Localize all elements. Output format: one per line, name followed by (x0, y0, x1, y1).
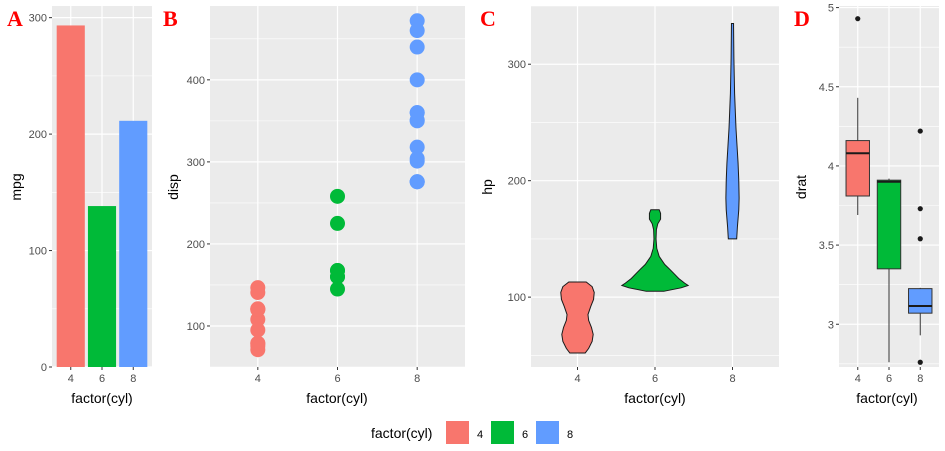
outlier-cyl-8 (917, 206, 923, 212)
x-tick-label: 6 (652, 373, 658, 385)
panel-c: 100 200 300 4 6 8 factor(cyl) hp (479, 5, 779, 406)
x-tick-label: 8 (130, 373, 136, 385)
panel-c-axes: 100 200 300 4 6 8 (508, 59, 736, 385)
x-tick-label: 8 (729, 373, 735, 385)
panel-d-boxes (845, 16, 933, 365)
legend-label-4: 4 (477, 429, 483, 441)
panel-c-xlabel: factor(cyl) (624, 390, 685, 406)
outlier-cyl-8 (917, 359, 923, 365)
legend-label-8: 8 (567, 429, 573, 441)
legend-items: 4 6 8 (446, 421, 573, 444)
x-tick-label: 4 (255, 373, 261, 385)
point-cyl-8 (409, 112, 425, 128)
panel-b-axes: 100 200 300 400 4 6 8 (187, 75, 421, 385)
point-cyl-6 (330, 281, 345, 297)
y-tick-label: 3 (828, 319, 834, 331)
point-cyl-8 (409, 39, 425, 55)
x-tick-label: 8 (917, 373, 923, 385)
point-cyl-4 (250, 322, 266, 338)
panel-label-d: D (794, 6, 810, 31)
x-tick-label: 4 (68, 373, 74, 385)
violin-cyl-8 (725, 22, 740, 240)
point-cyl-4 (250, 301, 266, 317)
box-cyl-4 (845, 140, 870, 197)
x-tick-label: 6 (334, 373, 340, 385)
legend-key-8 (536, 421, 559, 444)
panel-a-ylabel: mpg (8, 173, 24, 200)
y-tick-label: 5 (828, 3, 834, 15)
bar-cyl-8 (119, 120, 148, 367)
point-cyl-8 (409, 72, 425, 88)
point-cyl-6 (330, 188, 345, 204)
panel-c-ylabel: hp (479, 179, 495, 195)
x-tick-label: 4 (574, 373, 580, 385)
y-tick-label: 300 (29, 13, 47, 25)
y-tick-label: 0 (41, 362, 47, 374)
legend-key-6 (491, 421, 514, 444)
y-tick-label: 100 (29, 246, 47, 258)
legend-title: factor(cyl) (371, 425, 432, 441)
panel-d-ylabel: drat (793, 175, 809, 199)
panel-a: 0 100 200 300 4 6 8 factor(cyl) mpg (8, 6, 152, 406)
box-cyl-8 (908, 288, 933, 314)
point-cyl-4 (250, 285, 266, 301)
bar-cyl-4 (56, 25, 85, 368)
point-cyl-8 (409, 139, 425, 155)
panel-b-ylabel: disp (165, 174, 181, 200)
panel-label-b: B (163, 6, 178, 31)
panel-b: 100 200 300 400 4 6 8 factor(cyl) disp (165, 6, 465, 406)
panel-d-axes: 3 3.5 4 4.5 5 4 6 8 (819, 3, 924, 385)
y-tick-label: 200 (187, 239, 205, 251)
y-tick-label: 3.5 (819, 240, 834, 252)
x-tick-label: 6 (99, 373, 105, 385)
panel-b-points (250, 13, 425, 358)
outlier-cyl-8 (917, 236, 923, 242)
x-tick-label: 4 (855, 373, 861, 385)
panel-d: 3 3.5 4 4.5 5 4 6 8 factor(cyl) drat (793, 3, 939, 406)
panel-label-c: C (480, 6, 496, 31)
y-tick-label: 300 (187, 157, 205, 169)
y-tick-label: 300 (508, 59, 526, 71)
y-tick-label: 200 (29, 129, 47, 141)
point-cyl-8 (409, 174, 425, 190)
point-cyl-6 (330, 215, 345, 231)
violin-cyl-6 (620, 209, 690, 292)
point-cyl-8 (409, 153, 425, 169)
legend: factor(cyl) 4 6 8 (371, 421, 573, 444)
panel-a-axes: 0 100 200 300 4 6 8 (29, 13, 137, 385)
x-tick-label: 6 (886, 373, 892, 385)
violin-cyl-4 (560, 281, 595, 354)
outlier-cyl-8 (917, 128, 923, 134)
box-cyl-6 (876, 179, 902, 270)
panel-c-violins (560, 22, 740, 354)
y-tick-label: 100 (187, 321, 205, 333)
point-cyl-4 (250, 335, 266, 351)
panel-d-xlabel: factor(cyl) (856, 390, 917, 406)
point-cyl-6 (330, 263, 345, 279)
x-tick-label: 8 (414, 373, 420, 385)
y-tick-label: 200 (508, 176, 526, 188)
legend-label-6: 6 (522, 429, 528, 441)
panel-a-bars (56, 25, 148, 368)
y-tick-label: 100 (508, 292, 526, 304)
panel-label-a: A (7, 6, 23, 31)
outlier-cyl-4 (855, 16, 861, 22)
panel-a-xlabel: factor(cyl) (71, 390, 132, 406)
legend-key-4 (446, 421, 469, 444)
y-tick-label: 4 (828, 161, 834, 173)
y-tick-label: 4.5 (819, 82, 834, 94)
point-cyl-8 (409, 23, 425, 39)
bar-cyl-6 (87, 206, 117, 367)
y-tick-label: 400 (187, 75, 205, 87)
panel-b-xlabel: factor(cyl) (306, 390, 367, 406)
